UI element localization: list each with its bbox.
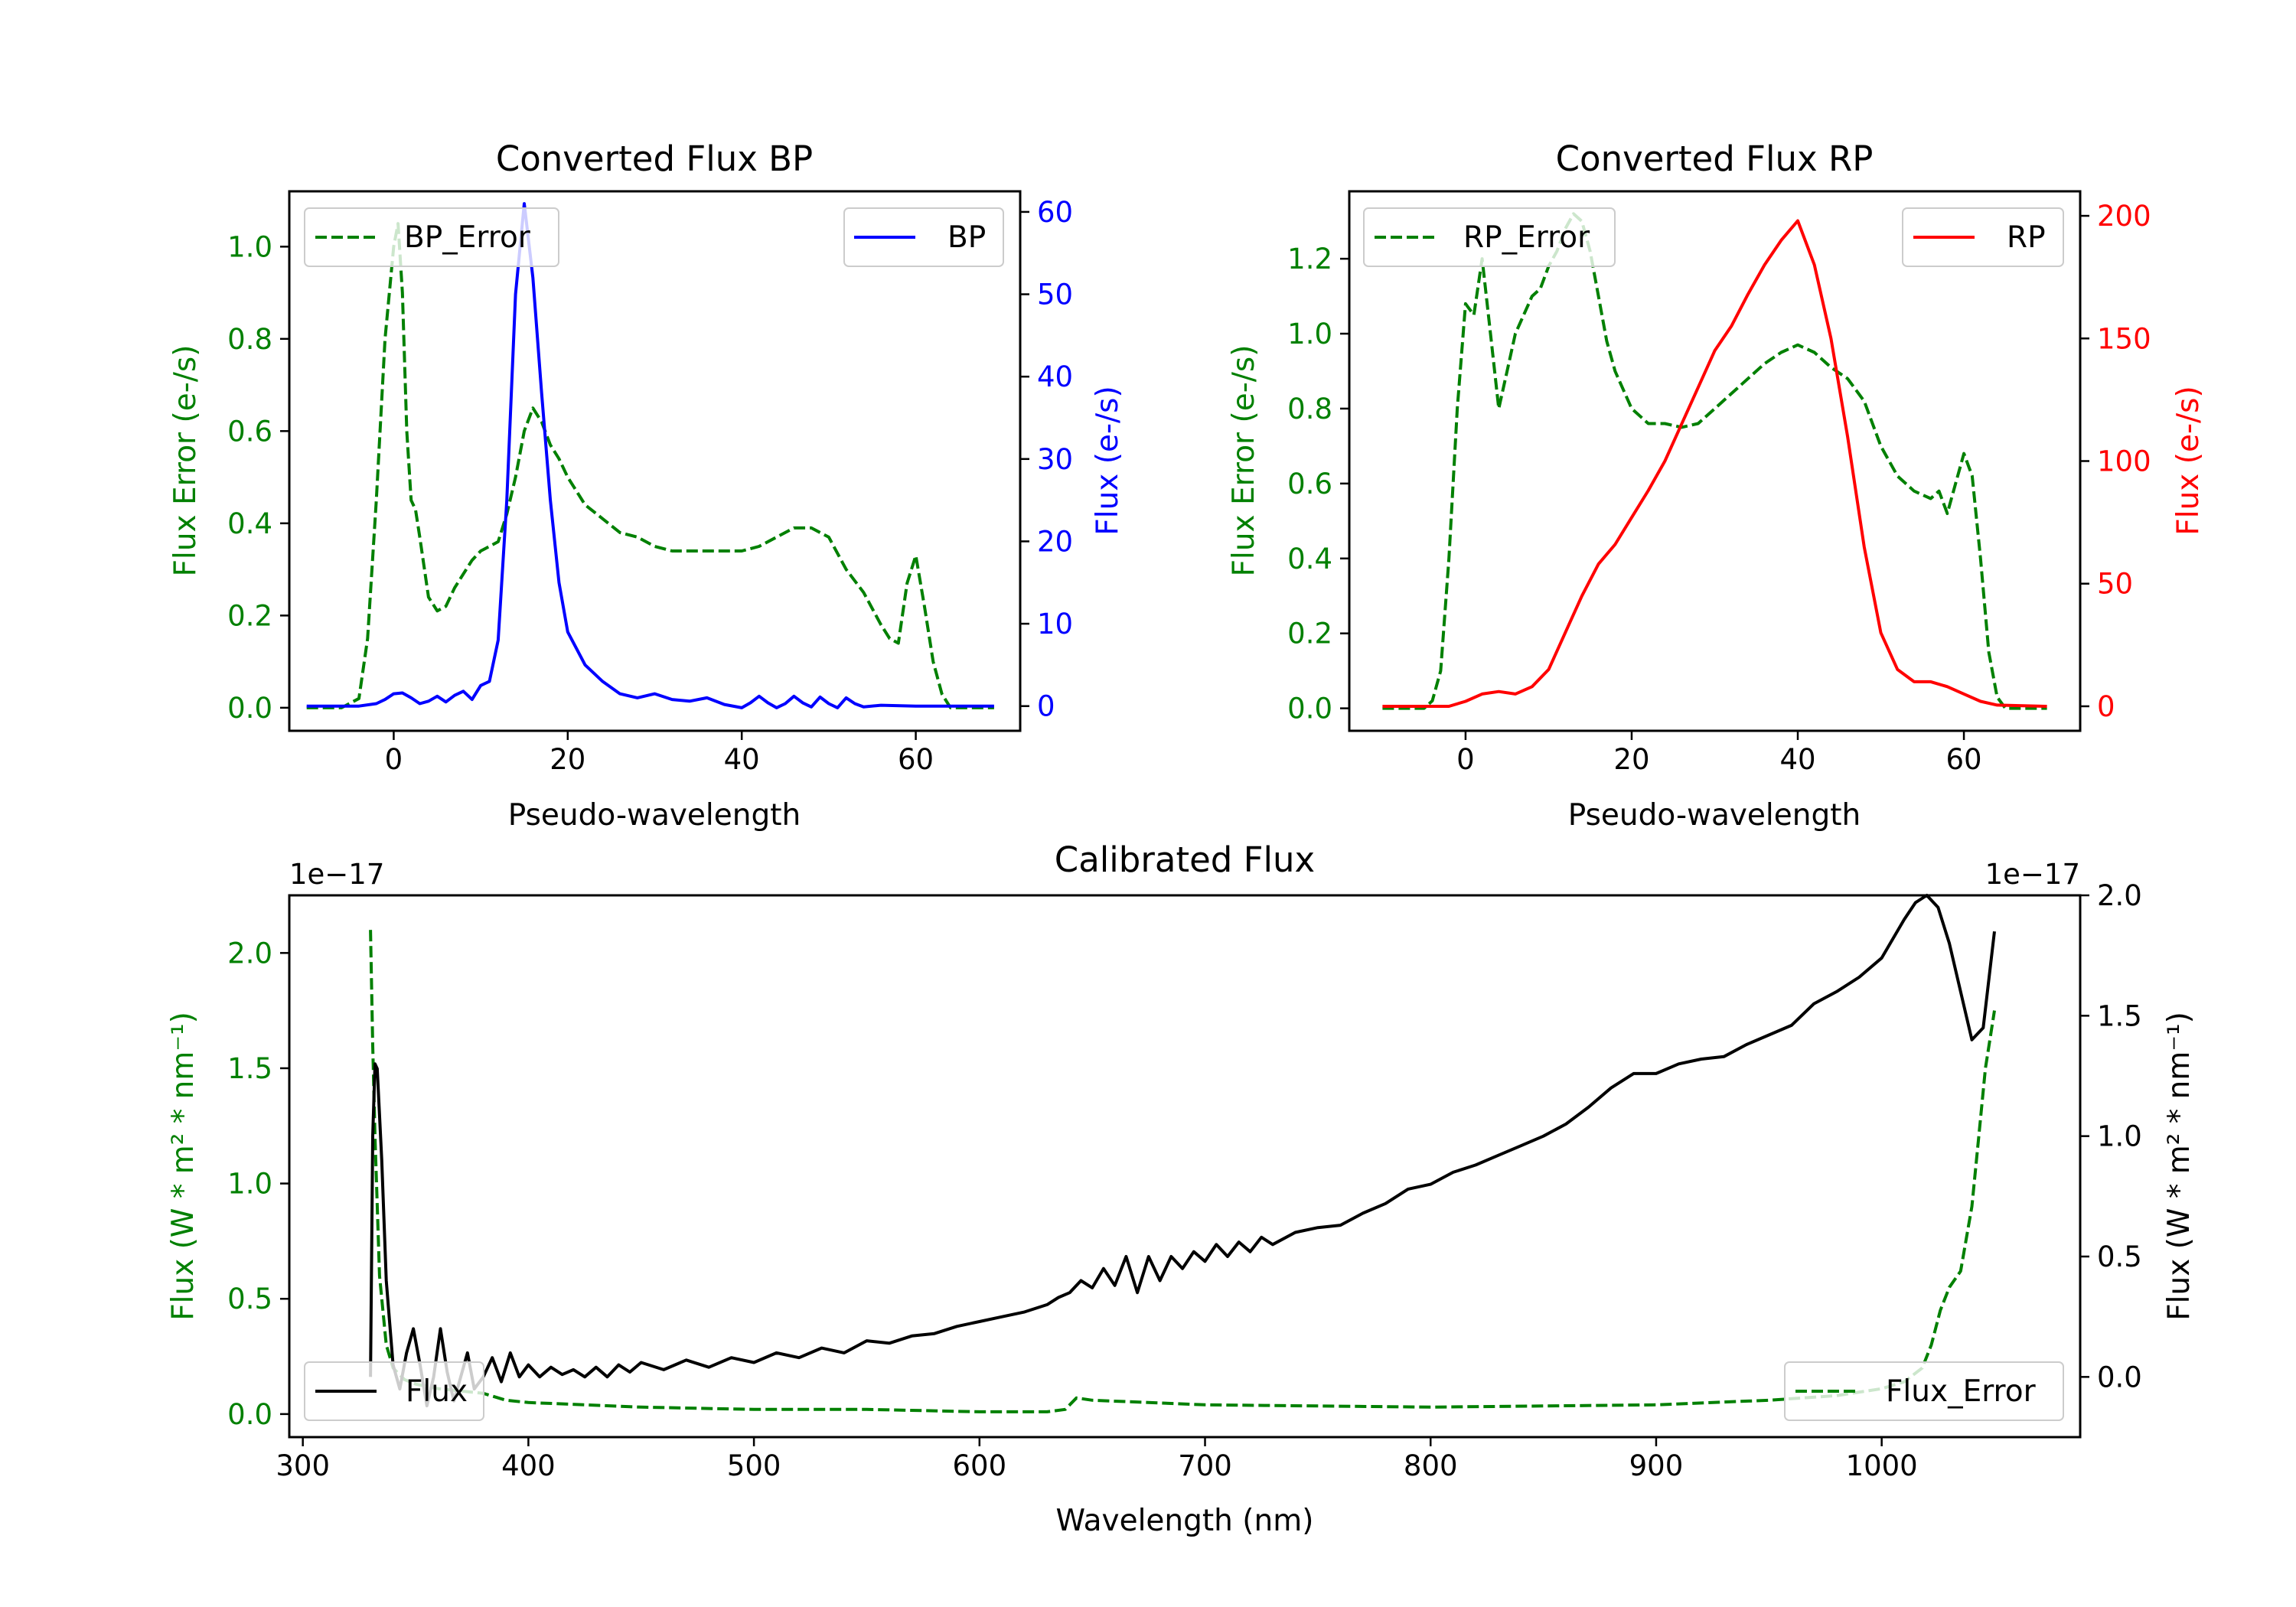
calibrated-left-axis-label: Flux (W * m² * nm⁻¹) xyxy=(166,1012,201,1321)
calibrated-right-offset: 1e−17 xyxy=(1985,858,2080,891)
calibrated-x-tick-label: 800 xyxy=(1404,1449,1458,1482)
bp-series-bp xyxy=(306,202,994,709)
bp-title: Converted Flux BP xyxy=(496,139,813,179)
calibrated-left-y-tick-label: 0.5 xyxy=(227,1283,272,1315)
bp-right-y-tick-label: 30 xyxy=(1037,443,1073,476)
rp-legend-rp-label: RP xyxy=(2007,220,2046,255)
calibrated-legend-error-box xyxy=(1784,1361,2064,1421)
rp-legend-rp: RP xyxy=(1902,207,2064,267)
bp-right-y-tick-label: 40 xyxy=(1037,360,1073,393)
rp-left-y-tick-label: 0.4 xyxy=(1287,543,1332,575)
rp-left-y-tick-label: 0.0 xyxy=(1287,693,1332,725)
calibrated-left-offset: 1e−17 xyxy=(289,858,384,891)
calibrated-x-tick-label: 1000 xyxy=(1846,1449,1918,1482)
rp-right-y-tick-label: 150 xyxy=(2097,322,2151,355)
bp-legend-bp-label: BP xyxy=(947,220,986,255)
rp-left-y-tick-label: 1.0 xyxy=(1287,318,1332,350)
calibrated-x-tick-label: 400 xyxy=(501,1449,556,1482)
calibrated-axes-frame xyxy=(288,894,2082,1439)
bp-right-y-tick-label: 60 xyxy=(1037,196,1073,229)
rp-x-tick-label: 40 xyxy=(1779,743,1815,776)
rp-panel: Converted Flux RP 0 20 40 60 0.0 0.2 0.4 0.6 0.8… xyxy=(1227,139,2206,833)
rp-legend-rp-box xyxy=(1902,207,2064,267)
bp-right-y-tick-label: 20 xyxy=(1037,525,1073,558)
rp-x-tick-label: 20 xyxy=(1613,743,1649,776)
bp-left-y-tick-label: 0.4 xyxy=(227,507,272,540)
bp-left-y-tick-label: 0.0 xyxy=(227,692,272,725)
calibrated-x-tick-label: 600 xyxy=(953,1449,1007,1482)
calibrated-title: Calibrated Flux xyxy=(1055,839,1315,880)
bp-legend-error-box xyxy=(304,207,559,267)
bp-legend-bp-box xyxy=(843,207,1004,267)
bp-panel: Converted Flux BP 0 20 40 60 0.0 0.2 0.4 0.6 0.8… xyxy=(168,139,1125,833)
bp-series-layer xyxy=(306,202,994,709)
rp-right-y-tick-label: 100 xyxy=(2097,445,2151,478)
calibrated-right-y-tick-label: 0.5 xyxy=(2097,1240,2142,1273)
rp-legend-error: RP_Error xyxy=(1363,207,1616,267)
calibrated-left-y-tick-label: 2.0 xyxy=(227,937,272,970)
calibrated-left-y-tick-label: 1.0 xyxy=(227,1168,272,1201)
rp-series-rp xyxy=(1382,219,2047,708)
bp-right-y-tick-label: 50 xyxy=(1037,279,1073,311)
calibrated-right-y-tick-label: 2.0 xyxy=(2097,879,2142,912)
rp-left-y-tick-label: 0.2 xyxy=(1287,618,1332,650)
rp-left-y-tick-label: 1.2 xyxy=(1287,243,1332,275)
rp-x-axis-label: Pseudo-wavelength xyxy=(1568,798,1861,833)
calibrated-panel: Calibrated Flux 1e−17 1e−17 300 400 500 600… xyxy=(166,839,2197,1538)
bp-legend-error: BP_Error xyxy=(304,207,559,267)
rp-left-y-tick-label: 0.6 xyxy=(1287,468,1332,500)
calibrated-x-axis-label: Wavelength (nm) xyxy=(1056,1504,1314,1538)
bp-right-axis-label: Flux (e-/s) xyxy=(1091,386,1125,535)
bp-x-tick-label: 60 xyxy=(898,743,934,776)
bp-left-y-tick-label: 0.6 xyxy=(227,415,272,448)
bp-left-y-tick-label: 0.8 xyxy=(227,323,272,356)
rp-right-axis-label: Flux (e-/s) xyxy=(2171,386,2206,535)
bp-ticks-layer: 0 20 40 60 0.0 0.2 0.4 0.6 0.8 1.0 0 10 20 30 40 50 60 xyxy=(227,196,1073,776)
bp-left-y-tick-label: 1.0 xyxy=(227,230,272,263)
bp-axes-frame xyxy=(288,190,1022,732)
rp-left-axis-label: Flux Error (e-/s) xyxy=(1227,345,1261,577)
rp-right-y-tick-label: 200 xyxy=(2097,200,2151,233)
rp-legend-error-box xyxy=(1363,207,1616,267)
calibrated-legend-flux: Flux xyxy=(304,1361,484,1421)
rp-series-rp-error xyxy=(1382,212,2047,710)
calibrated-x-tick-label: 700 xyxy=(1178,1449,1232,1482)
bp-x-tick-label: 0 xyxy=(385,743,403,776)
rp-title: Converted Flux RP xyxy=(1556,139,1874,179)
bp-left-y-tick-label: 0.2 xyxy=(227,599,272,632)
calibrated-right-axis-label: Flux (W * m² * nm⁻¹) xyxy=(2162,1012,2197,1321)
bp-left-axis-label: Flux Error (e-/s) xyxy=(168,345,203,577)
calibrated-right-y-tick-label: 1.0 xyxy=(2097,1120,2142,1153)
bp-series-bp-error xyxy=(306,222,994,709)
bp-right-y-tick-label: 10 xyxy=(1037,608,1073,641)
calibrated-ticks-layer: 300 400 500 600 700 800 900 1000 0.0 0.5 1.0 1.5 2.0… xyxy=(227,879,2142,1482)
rp-ticks-layer: 0 20 40 60 0.0 0.2 0.4 0.6 0.8 1.0 1.2 0 50 100 150 200 xyxy=(1287,200,2151,776)
calibrated-legend-flux-box xyxy=(304,1361,484,1421)
calibrated-left-y-tick-label: 1.5 xyxy=(227,1052,272,1085)
bp-x-axis-label: Pseudo-wavelength xyxy=(508,798,801,833)
bp-legend-error-label: BP_Error xyxy=(404,220,531,255)
bp-x-tick-label: 40 xyxy=(724,743,760,776)
rp-right-y-tick-label: 50 xyxy=(2097,568,2133,601)
calibrated-x-tick-label: 500 xyxy=(727,1449,781,1482)
rp-left-y-tick-label: 0.8 xyxy=(1287,393,1332,425)
rp-series-layer xyxy=(1382,212,2047,710)
calibrated-x-tick-label: 900 xyxy=(1629,1449,1684,1482)
calibrated-right-y-tick-label: 0.0 xyxy=(2097,1361,2142,1393)
rp-x-tick-label: 0 xyxy=(1456,743,1475,776)
calibrated-legend-error: Flux_Error xyxy=(1784,1361,2064,1421)
calibrated-legend-flux-label: Flux xyxy=(406,1374,468,1409)
rp-legend-error-label: RP_Error xyxy=(1463,220,1590,255)
bp-x-tick-label: 20 xyxy=(550,743,585,776)
calibrated-legend-error-label: Flux_Error xyxy=(1886,1374,2037,1409)
calibrated-left-y-tick-label: 0.0 xyxy=(227,1398,272,1431)
bp-right-y-tick-label: 0 xyxy=(1037,690,1055,723)
calibrated-right-y-tick-label: 1.5 xyxy=(2097,999,2142,1032)
rp-x-tick-label: 60 xyxy=(1946,743,1982,776)
rp-right-y-tick-label: 0 xyxy=(2097,690,2115,723)
bp-legend-bp: BP xyxy=(843,207,1004,267)
calibrated-x-tick-label: 300 xyxy=(276,1449,330,1482)
